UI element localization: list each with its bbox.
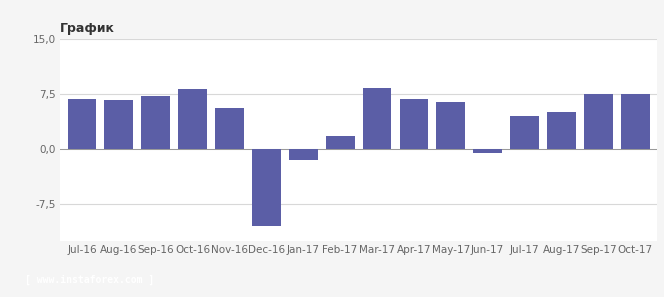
Bar: [289, 149, 317, 160]
Bar: [68, 99, 96, 149]
Bar: [547, 112, 576, 149]
Bar: [473, 149, 502, 153]
Bar: [326, 135, 355, 149]
Bar: [178, 89, 207, 149]
Bar: [252, 149, 281, 226]
Bar: [584, 94, 613, 149]
Bar: [400, 99, 428, 149]
Bar: [510, 116, 539, 149]
Bar: [436, 102, 465, 149]
Text: [ www.instaforex.com ]: [ www.instaforex.com ]: [25, 275, 154, 285]
Bar: [215, 108, 244, 149]
Text: График: График: [60, 22, 115, 35]
Bar: [104, 99, 133, 149]
Bar: [141, 96, 170, 149]
Bar: [621, 94, 649, 149]
Bar: [363, 88, 391, 149]
